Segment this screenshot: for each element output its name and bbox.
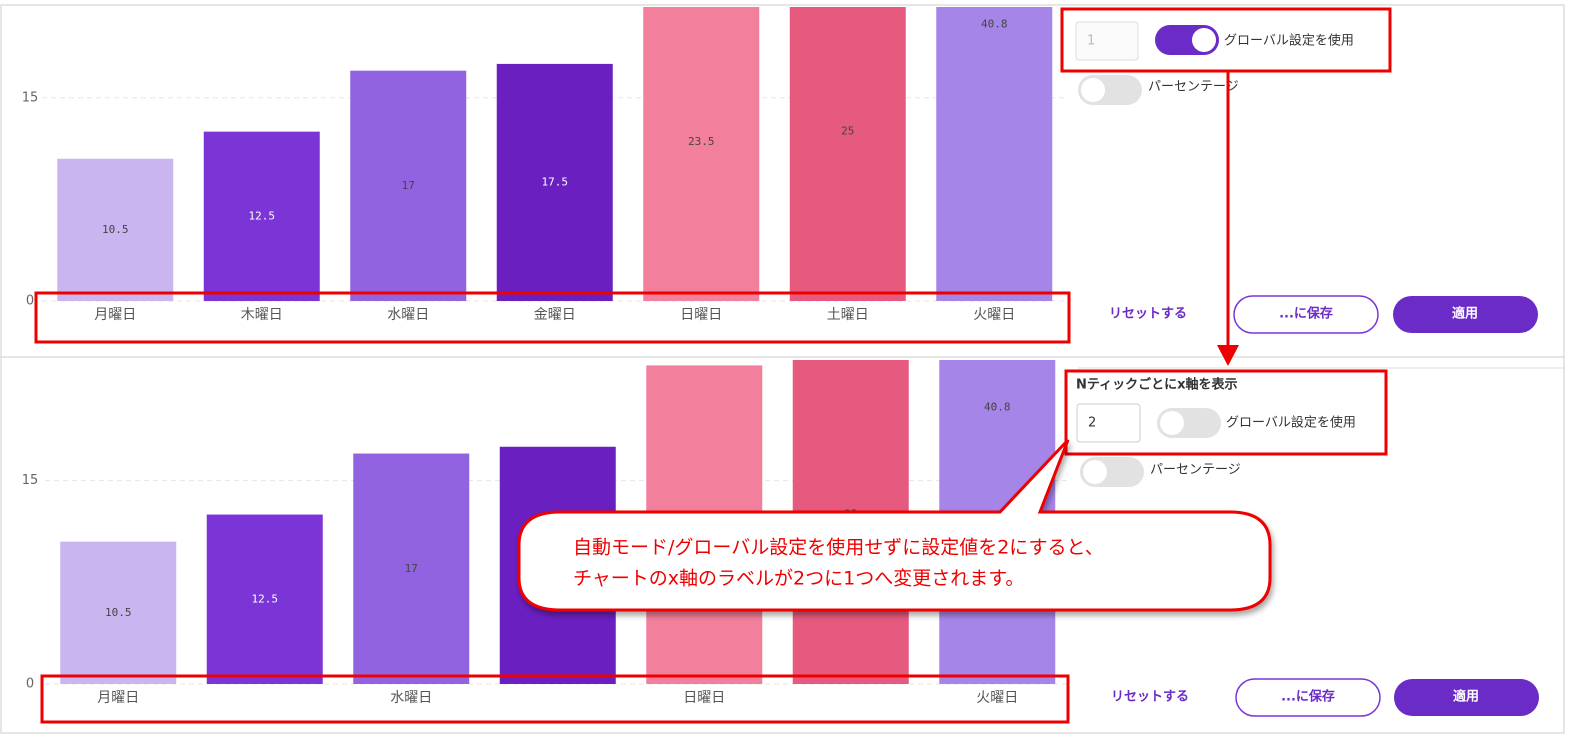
bar-chart: 0 15 10.5 12.5 17 17.5 23.5 25 40.8 月曜日 木曜日 水曜日 金曜日 日… (22, 7, 1068, 323)
x-tick-label: 日曜日 (683, 690, 725, 706)
global-toggle[interactable] (1155, 25, 1219, 55)
global-toggle[interactable] (1157, 408, 1221, 438)
callout-text: チャートのx軸のラベルが2つに1つへ変更されます。 (573, 568, 1024, 590)
value-label: 40.8 (981, 18, 1008, 31)
y-tick-label: 15 (22, 90, 39, 105)
x-tick-label: 日曜日 (680, 307, 722, 323)
bar (496, 63, 613, 301)
x-tick-label: 土曜日 (827, 307, 869, 323)
callout (517, 438, 1272, 612)
top-panel: 1 グローバル設定を使用 パーセンテージ リセットする ...に保存 適用 (1075, 21, 1538, 334)
highlight-box (40, 674, 1070, 724)
global-label: グローバル設定を使用 (1226, 415, 1356, 431)
toggle-knob (1081, 78, 1105, 102)
percent-label: パーセンテージ (1150, 463, 1241, 478)
value-label: 23.5 (688, 135, 715, 148)
y-tick-label: 15 (22, 473, 39, 488)
value-label: 17 (402, 179, 415, 192)
save-label: ...に保存 (1281, 689, 1335, 705)
bottom-frame (0, 356, 1565, 734)
n-heading: Nティックごとにx軸を表示 (1076, 377, 1238, 393)
toggle-knob (1160, 411, 1184, 435)
reset-button[interactable]: リセットする (1111, 690, 1189, 705)
value-label: 12.5 (252, 592, 279, 605)
save-button[interactable] (1235, 678, 1381, 717)
callout-text: 自動モード/グローバル設定を使用せずに設定値を2にすると、 (573, 537, 1104, 559)
n-input-value: 2 (1088, 416, 1096, 431)
apply-label: 適用 (1453, 689, 1479, 705)
y-tick-label: 0 (26, 294, 34, 309)
bar (206, 514, 323, 684)
bar (203, 131, 320, 301)
x-tick-label: 水曜日 (390, 690, 432, 706)
bar (936, 7, 1053, 301)
save-label: ...に保存 (1279, 306, 1333, 322)
x-tick-label: 水曜日 (387, 307, 429, 323)
highlight-box (1064, 369, 1388, 456)
global-label: グローバル設定を使用 (1224, 33, 1354, 49)
save-button[interactable] (1233, 295, 1379, 334)
y-tick-label: 0 (26, 677, 34, 692)
percent-toggle[interactable] (1080, 457, 1144, 487)
bar (350, 70, 467, 301)
x-tick-label: 月曜日 (97, 690, 139, 706)
x-tick-label: 火曜日 (973, 307, 1015, 323)
value-label: 40.8 (984, 400, 1011, 413)
toggle-knob (1192, 28, 1216, 52)
bar (60, 541, 177, 684)
highlight-box (34, 291, 1071, 344)
bar (643, 7, 760, 301)
bar (353, 453, 470, 684)
bottom-panel: Nティックごとにx軸を表示 2 グローバル設定を使用 パーセンテージ リセットす… (1076, 367, 1565, 717)
bar (57, 158, 174, 301)
n-input[interactable] (1075, 21, 1139, 61)
annotations: 自動モード/グローバル設定を使用せずに設定値を2にすると、 チャートのx軸のラベ… (34, 7, 1392, 724)
bar (789, 7, 906, 301)
value-label: 25 (841, 125, 854, 138)
x-tick-label: 木曜日 (241, 307, 283, 323)
percent-toggle[interactable] (1078, 75, 1142, 105)
arrow-head (1217, 345, 1239, 366)
apply-label: 適用 (1452, 306, 1478, 322)
value-label: 10.5 (102, 223, 129, 236)
n-input[interactable] (1076, 403, 1141, 443)
x-tick-label: 火曜日 (976, 690, 1018, 706)
reset-button[interactable]: リセットする (1109, 307, 1187, 322)
toggle-knob (1083, 460, 1107, 484)
x-tick-label: 金曜日 (534, 307, 576, 323)
apply-button[interactable] (1394, 679, 1539, 716)
percent-label: パーセンテージ (1148, 80, 1239, 95)
bars: 10.5 12.5 17 17.5 23.5 25 40.8 (57, 7, 1053, 301)
highlight-box (1060, 7, 1392, 73)
value-label: 17.5 (542, 175, 569, 188)
apply-button[interactable] (1393, 296, 1538, 333)
value-label: 10.5 (105, 606, 132, 619)
x-tick-label: 月曜日 (94, 307, 136, 323)
n-input-value: 1 (1087, 34, 1095, 49)
value-label: 17 (405, 562, 418, 575)
value-label: 12.5 (249, 209, 276, 222)
